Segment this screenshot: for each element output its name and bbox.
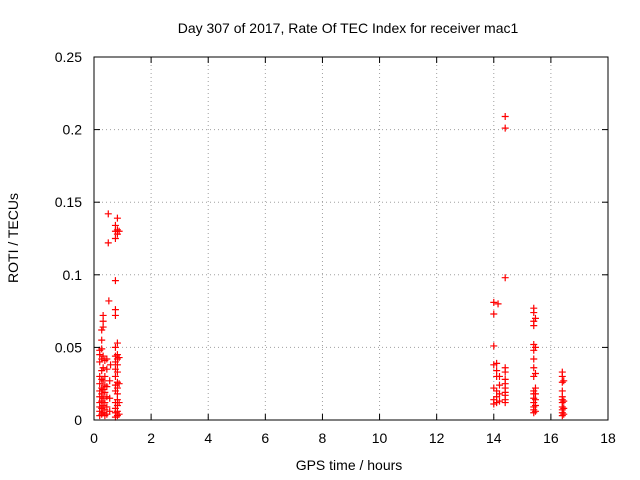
data-point (101, 372, 109, 380)
data-point (501, 274, 509, 282)
y-tick-label: 0 (74, 412, 82, 428)
data-point (111, 306, 119, 314)
x-axis-ticks: 0 2 4 6 8 10 12 14 16 18 (90, 57, 616, 446)
data-point (501, 364, 509, 372)
y-axis-label: ROTI / TECUs (5, 193, 21, 283)
data-point (495, 397, 503, 405)
data-point (111, 235, 119, 242)
data-point (495, 390, 503, 398)
data-point (495, 372, 503, 380)
data-point (115, 410, 123, 418)
x-axis-label: GPS time / hours (296, 457, 403, 473)
y-tick-label: 0.1 (63, 267, 83, 283)
data-point (106, 394, 114, 402)
data-point (113, 378, 121, 386)
data-point (104, 210, 112, 218)
data-point (113, 368, 121, 376)
data-point (111, 343, 119, 351)
data-point (111, 221, 119, 229)
plot-frame (93, 56, 609, 421)
data-point (107, 361, 115, 369)
data-point (493, 367, 501, 375)
data-point (495, 381, 503, 389)
x-tick-label: 12 (429, 430, 445, 446)
x-tick-label: 14 (486, 430, 502, 446)
data-point (490, 310, 498, 318)
x-tick-label: 4 (204, 430, 212, 446)
data-point (558, 368, 566, 376)
y-tick-label: 0.25 (55, 49, 82, 65)
data-point (103, 403, 111, 411)
data-point (530, 364, 538, 372)
data-point (99, 352, 107, 360)
grid-lines (94, 57, 608, 420)
x-tick-label: 6 (261, 430, 269, 446)
data-point (530, 355, 538, 363)
data-point (490, 298, 498, 306)
y-tick-label: 0.2 (63, 122, 83, 138)
data-point (113, 214, 121, 222)
data-point (99, 364, 107, 372)
x-tick-label: 0 (90, 430, 98, 446)
data-point (115, 354, 123, 362)
data-point (531, 343, 539, 351)
data-point (560, 397, 568, 405)
data-point (560, 404, 568, 412)
data-point (106, 407, 114, 415)
data-point (99, 377, 107, 385)
data-point (501, 124, 509, 132)
data-point (106, 377, 114, 385)
data-point (558, 387, 566, 395)
data-point (115, 399, 123, 407)
x-tick-label: 2 (147, 430, 155, 446)
data-point (494, 300, 502, 308)
data-point (99, 311, 107, 319)
data-point (115, 380, 123, 388)
data-point (99, 394, 107, 402)
data-point (111, 372, 119, 380)
data-point (531, 384, 539, 392)
x-tick-label: 8 (319, 430, 327, 446)
data-point (98, 336, 106, 344)
y-tick-label: 0.15 (55, 194, 82, 210)
data-point (103, 365, 111, 373)
data-point (493, 359, 501, 367)
data-point (113, 226, 121, 234)
data-point (103, 383, 111, 391)
data-point (104, 239, 112, 247)
data-point (531, 314, 539, 322)
data-point (501, 375, 509, 383)
y-tick-label: 0.05 (55, 339, 82, 355)
y-axis-ticks: 0 0.05 0.1 0.15 0.2 0.25 (55, 49, 608, 428)
data-point (531, 370, 539, 378)
data-point (111, 277, 119, 285)
data-point (501, 113, 509, 121)
data-point (98, 345, 106, 353)
data-points (96, 113, 568, 421)
x-tick-label: 10 (372, 430, 388, 446)
data-point (101, 388, 109, 396)
x-tick-label: 16 (543, 430, 559, 446)
data-point (490, 342, 498, 350)
data-point (115, 227, 123, 235)
data-point (560, 377, 568, 385)
data-point (105, 297, 113, 305)
data-point (113, 339, 121, 347)
data-point (101, 399, 109, 407)
chart-title: Day 307 of 2017, Rate Of TEC Index for r… (178, 20, 519, 36)
data-point (530, 304, 538, 312)
x-tick-label: 18 (600, 430, 616, 446)
data-point (103, 355, 111, 363)
